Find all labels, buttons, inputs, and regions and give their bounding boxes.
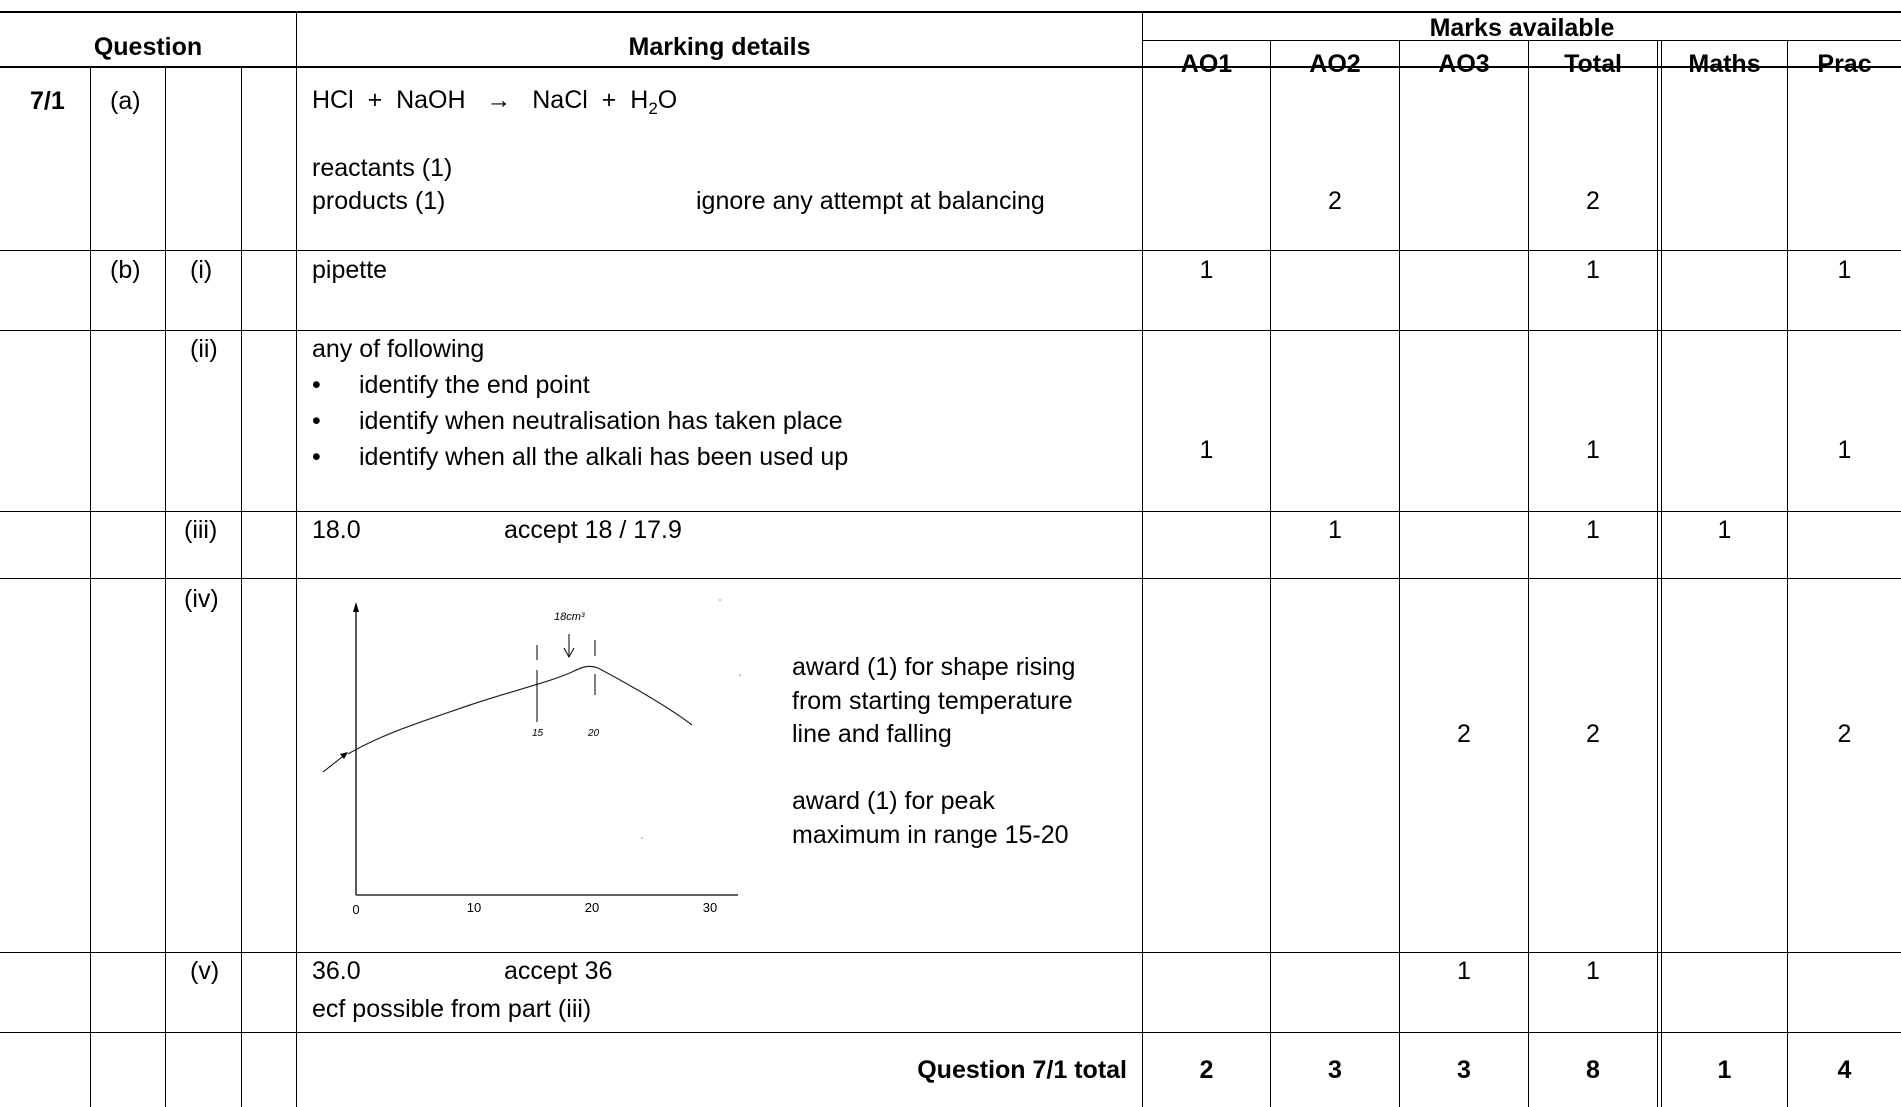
handwritten-mark-20: 20 — [587, 728, 600, 739]
grid-hline — [1142, 40, 1901, 41]
temperature-curve — [347, 665, 693, 755]
header-question: Question — [93, 33, 203, 61]
subpart-label: (iii) — [184, 516, 218, 544]
total-ao3: 3 — [1457, 1056, 1471, 1084]
graph-y-axis-arrow — [353, 602, 359, 612]
total-ao1: 2 — [1199, 1056, 1214, 1084]
grid-vline — [1528, 40, 1529, 1107]
mark-ao1: 1 — [1199, 256, 1214, 284]
question-number: 7/1 — [30, 87, 65, 115]
bullet-dot: • — [312, 371, 321, 399]
bullet-item: identify when all the alkali has been us… — [359, 443, 849, 471]
grid-vline — [1270, 40, 1271, 1107]
grid-vline — [1661, 40, 1662, 1107]
marking-answer: 18.0 — [312, 516, 361, 544]
grid-hline — [0, 1032, 1901, 1033]
award-line: maximum in range 15-20 — [792, 821, 1069, 849]
header-marking-details: Marking details — [628, 33, 811, 61]
scan-speck — [719, 599, 721, 601]
marking-accept: accept 36 — [504, 957, 613, 985]
mark-maths: 1 — [1717, 516, 1732, 544]
mark-ao3: 1 — [1457, 957, 1471, 985]
header-marks-available: Marks available — [1429, 14, 1615, 42]
grid-hline — [0, 511, 1901, 512]
header-ao1: AO1 — [1180, 50, 1233, 78]
grid-vline — [1142, 11, 1143, 1107]
header-ao2: AO2 — [1309, 50, 1361, 78]
grid-vline — [165, 67, 166, 1107]
grid-vline — [296, 11, 297, 1107]
marking-line: products (1) — [312, 187, 446, 215]
marking-line: reactants (1) — [312, 154, 453, 182]
marking-answer: pipette — [312, 256, 388, 284]
x-tick-label: 30 — [703, 900, 717, 915]
header-prac: Prac — [1817, 50, 1872, 78]
mark-total: 1 — [1586, 516, 1600, 544]
mark-ao1: 1 — [1199, 436, 1214, 464]
total-maths: 1 — [1717, 1056, 1732, 1084]
grid-vline — [1399, 40, 1400, 1107]
bullet-item: identify the end point — [359, 371, 590, 399]
part-label: (a) — [110, 87, 141, 115]
award-line: award (1) for shape rising — [792, 653, 1076, 681]
grid-hline — [0, 952, 1901, 953]
grid-hline — [0, 11, 1901, 13]
grid-vline — [241, 67, 242, 1107]
question-total-label: Question 7/1 total — [917, 1056, 1127, 1084]
bullet-dot: • — [312, 407, 321, 435]
total-ao2: 3 — [1328, 1056, 1342, 1084]
header-maths: Maths — [1688, 50, 1761, 78]
x-tick-label: 10 — [467, 900, 481, 915]
bullet-item: identify when neutralisation has taken p… — [359, 407, 843, 435]
mark-ao3: 2 — [1457, 720, 1471, 748]
start-arrow-head — [340, 752, 348, 759]
marking-note: ecf possible from part (iii) — [312, 995, 592, 1023]
grid-vline — [1657, 40, 1658, 1107]
award-line: from starting temperature — [792, 687, 1073, 715]
award-line: award (1) for peak — [792, 787, 995, 815]
marking-note: ignore any attempt at balancing — [696, 187, 1045, 215]
mark-prac: 2 — [1837, 720, 1852, 748]
subpart-label: (ii) — [190, 335, 218, 363]
total-prac: 4 — [1837, 1056, 1852, 1084]
subpart-label: (iv) — [184, 585, 219, 613]
subpart-label: (v) — [190, 957, 220, 985]
total-total: 8 — [1586, 1056, 1600, 1084]
subpart-label: (i) — [190, 256, 213, 284]
header-total: Total — [1564, 50, 1622, 78]
grid-vline — [90, 67, 91, 1107]
chemical-equation: HCl + NaOH → NaCl + H2O — [312, 86, 678, 118]
marking-answer: 36.0 — [312, 957, 361, 985]
mark-total: 1 — [1586, 436, 1600, 464]
award-line: line and falling — [792, 720, 952, 748]
mark-total: 2 — [1586, 720, 1600, 748]
start-arrow-line — [322, 753, 347, 773]
grid-hline — [0, 66, 1901, 68]
grid-vline — [1787, 40, 1788, 1107]
grid-hline — [0, 578, 1901, 579]
mark-ao2: 2 — [1328, 187, 1342, 215]
mark-ao2: 1 — [1328, 516, 1342, 544]
mark-prac: 1 — [1837, 436, 1852, 464]
mark-total: 2 — [1586, 187, 1600, 215]
temperature-graph-sketch: 0 10 20 30 18cm³ 15 20 — [322, 599, 741, 917]
scan-speck — [641, 837, 643, 839]
handwritten-mark-15: 15 — [532, 728, 544, 739]
x-tick-label: 20 — [585, 900, 599, 915]
mark-prac: 1 — [1837, 256, 1852, 284]
bullet-dot: • — [312, 443, 321, 471]
mark-total: 1 — [1586, 957, 1600, 985]
marking-intro: any of following — [312, 335, 485, 363]
scan-speck — [739, 674, 741, 676]
grid-hline — [0, 330, 1901, 331]
mark-total: 1 — [1586, 256, 1600, 284]
handwritten-peak-label: 18cm³ — [554, 611, 585, 623]
peak-arrow-head — [563, 647, 575, 659]
marking-accept: accept 18 / 17.9 — [504, 516, 682, 544]
header-ao3: AO3 — [1438, 50, 1490, 78]
x-tick-label: 0 — [352, 902, 359, 917]
part-label: (b) — [110, 256, 141, 284]
grid-hline — [0, 250, 1901, 251]
